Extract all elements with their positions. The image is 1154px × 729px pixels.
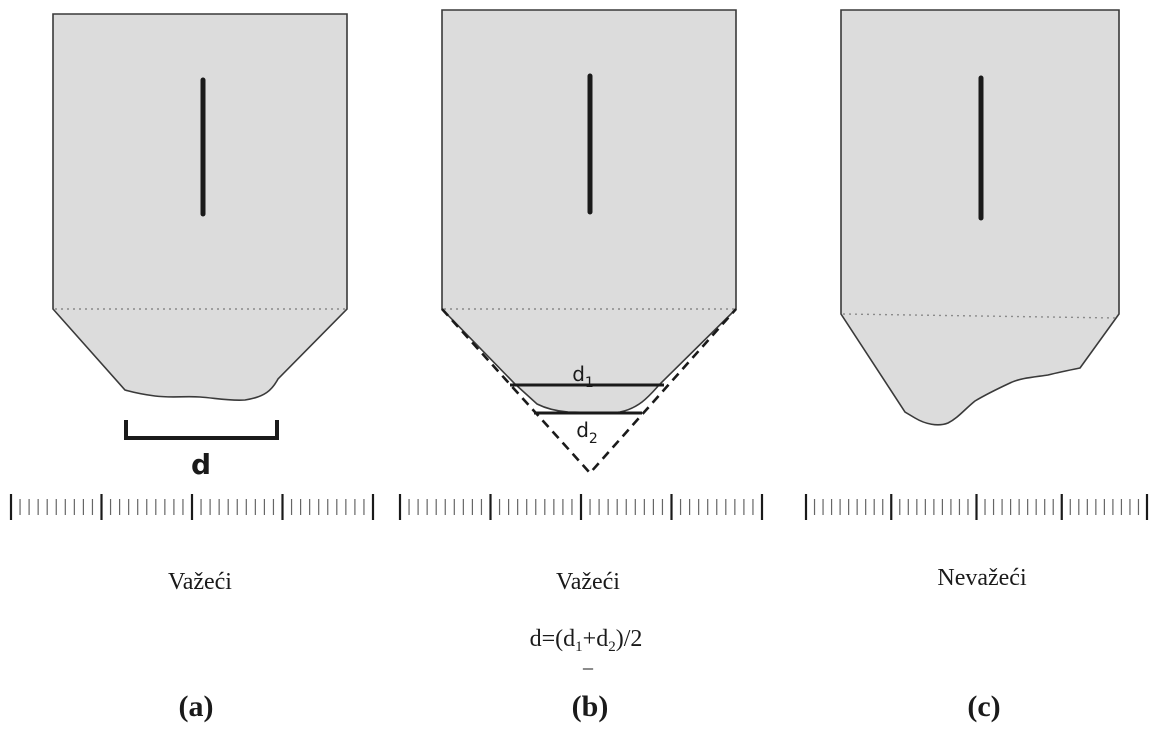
- panel-a: d Važeći (a): [9, 13, 375, 723]
- ruler-a: [9, 494, 375, 520]
- ruler-c: [804, 494, 1149, 520]
- formula-b: d=(d1+d2)/2: [530, 626, 643, 655]
- d2-label: d2: [576, 418, 598, 447]
- panel-label-b: (b): [572, 690, 609, 723]
- panel-label-c: (c): [967, 690, 1000, 723]
- width-bracket-a: [124, 420, 279, 440]
- panel-label-a: (a): [179, 690, 214, 723]
- ruler-b: [398, 494, 764, 520]
- formula-mark-b: _: [582, 650, 594, 672]
- specimen-a: [52, 13, 348, 401]
- panel-b: d1 d2 Važeći d=(d1+d2)/2 _ (b): [398, 9, 764, 723]
- fracture-line-c: [842, 313, 1118, 319]
- width-label-d: d: [191, 448, 211, 481]
- panel-c: Nevažeći (c): [804, 9, 1149, 723]
- d1-label: d1: [572, 362, 594, 391]
- status-c: Nevažeći: [937, 565, 1027, 591]
- status-b: Važeći: [556, 569, 620, 595]
- status-a: Važeći: [168, 569, 232, 595]
- extension-lines-b: [441, 308, 737, 475]
